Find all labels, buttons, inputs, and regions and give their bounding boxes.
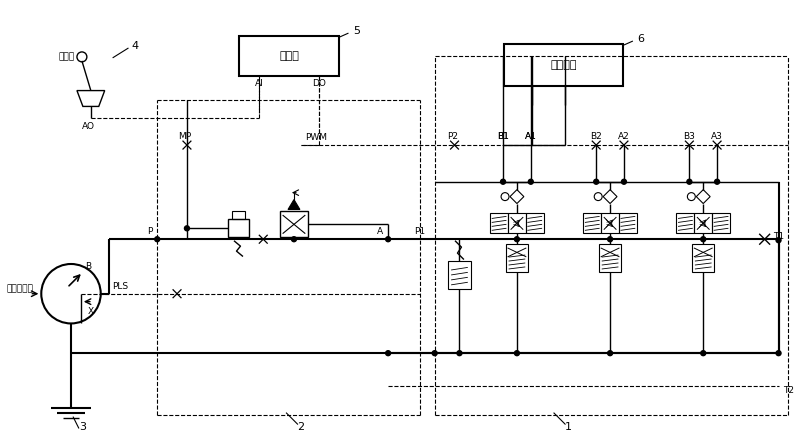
Text: AO: AO	[82, 122, 95, 131]
Bar	[231, 211, 246, 220]
Circle shape	[687, 179, 692, 184]
Circle shape	[514, 351, 519, 355]
Text: B2: B2	[590, 132, 602, 141]
Polygon shape	[288, 200, 300, 210]
Circle shape	[776, 238, 781, 243]
Circle shape	[528, 179, 534, 184]
Circle shape	[622, 179, 626, 184]
Bar	[619, 214, 637, 233]
Text: A3: A3	[711, 132, 723, 141]
Text: 电手柄: 电手柄	[59, 53, 75, 61]
Text: A1: A1	[525, 132, 537, 141]
Circle shape	[291, 237, 297, 242]
Circle shape	[154, 237, 160, 242]
Text: P: P	[147, 227, 152, 236]
Text: B: B	[85, 263, 91, 271]
Text: MP: MP	[178, 132, 191, 141]
Bar	[712, 214, 730, 233]
Circle shape	[714, 179, 719, 184]
Text: A1: A1	[525, 132, 537, 141]
Bar	[447, 261, 471, 289]
Text: A2: A2	[618, 132, 630, 141]
Text: P2: P2	[447, 132, 458, 141]
Text: PLS: PLS	[113, 282, 129, 291]
Bar	[694, 214, 712, 233]
Text: AI: AI	[255, 79, 264, 88]
Circle shape	[501, 179, 506, 184]
Text: 5: 5	[353, 26, 360, 36]
Text: 执行机构: 执行机构	[550, 60, 577, 70]
Bar	[677, 214, 694, 233]
Text: PWM: PWM	[305, 133, 327, 141]
Text: B1: B1	[497, 132, 509, 141]
Circle shape	[457, 351, 462, 355]
Text: DO: DO	[312, 79, 326, 88]
Bar	[506, 244, 528, 272]
Circle shape	[701, 237, 706, 242]
Circle shape	[608, 237, 613, 242]
Text: B1: B1	[497, 132, 509, 141]
Text: P1: P1	[414, 227, 426, 236]
Bar	[280, 211, 308, 237]
Circle shape	[185, 226, 190, 231]
Text: 4: 4	[132, 41, 139, 51]
Bar	[599, 244, 621, 272]
Text: T1: T1	[773, 232, 784, 241]
Text: 2: 2	[298, 421, 305, 431]
Circle shape	[386, 351, 390, 355]
Text: A: A	[377, 227, 383, 236]
Text: 控制器: 控制器	[279, 51, 299, 61]
Text: T2: T2	[783, 386, 794, 395]
Text: 3: 3	[79, 421, 86, 431]
Circle shape	[701, 351, 706, 355]
Text: 负载敏感泵: 负载敏感泵	[6, 284, 34, 293]
Bar	[601, 214, 619, 233]
Bar	[490, 214, 508, 233]
Bar	[508, 214, 526, 233]
Circle shape	[608, 351, 613, 355]
Circle shape	[432, 351, 437, 355]
Text: 6: 6	[638, 34, 644, 44]
Circle shape	[386, 237, 390, 242]
Text: 1: 1	[565, 421, 572, 431]
Bar	[526, 214, 544, 233]
Circle shape	[594, 179, 598, 184]
Text: X: X	[88, 307, 94, 316]
Bar	[227, 220, 250, 237]
Text: B3: B3	[683, 132, 695, 141]
Circle shape	[514, 237, 519, 242]
Bar	[692, 244, 714, 272]
Bar	[504, 44, 623, 85]
Bar	[583, 214, 601, 233]
Circle shape	[776, 351, 781, 355]
Bar	[239, 36, 338, 76]
